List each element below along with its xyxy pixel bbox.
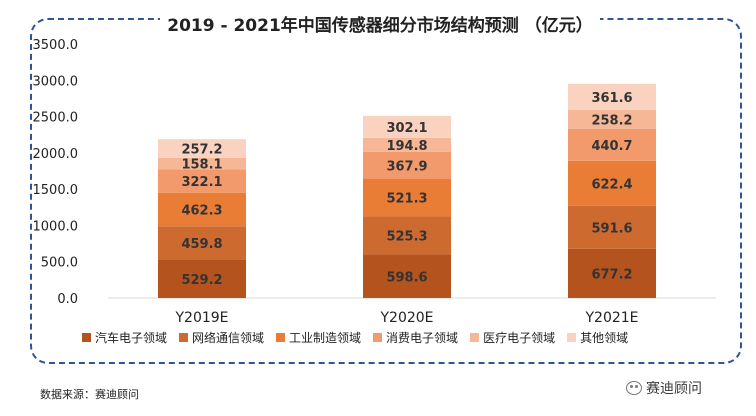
legend-swatch: [276, 332, 286, 342]
legend-item: 医疗电子领域: [470, 329, 555, 346]
data-label: 258.2: [591, 113, 632, 128]
legend-label: 医疗电子领域: [483, 330, 556, 345]
bar-segment: [158, 157, 246, 170]
source-note: 数据来源：赛迪顾问: [40, 388, 139, 401]
bar-segment: [363, 254, 451, 298]
legend-label: 汽车电子领域: [95, 330, 168, 345]
y-tick-label: 1500.0: [33, 183, 79, 198]
chart-title: 2019 - 2021年中国传感器细分市场结构预测 （亿元）: [160, 8, 600, 44]
bar-segment: [363, 151, 451, 179]
bar-segment: [568, 128, 656, 161]
bar-segment: [158, 192, 246, 227]
bar-segment: [158, 139, 246, 158]
data-label: 361.6: [591, 91, 632, 106]
legend-label: 其他领域: [580, 330, 629, 345]
data-label: 462.3: [181, 203, 222, 218]
legend-item: 其他领域: [567, 329, 628, 346]
legend-item: 汽车电子领域: [82, 329, 167, 346]
legend-swatch: [567, 332, 577, 342]
data-label: 367.9: [386, 159, 427, 174]
legend-swatch: [373, 332, 383, 342]
chart-legend: 汽车电子领域 网络通信领域 工业制造领域 消费电子领域 医疗电子领域 其他领域: [82, 326, 628, 348]
bar-segment: [568, 205, 656, 249]
x-tick-label: Y2021E: [584, 310, 638, 326]
data-label: 194.8: [386, 139, 427, 154]
data-label: 525.3: [386, 229, 427, 244]
data-label: 591.6: [591, 221, 632, 236]
data-label: 521.3: [386, 192, 427, 207]
data-label: 322.1: [181, 175, 222, 190]
legend-label: 工业制造领域: [289, 330, 362, 345]
brand-watermark: 赛迪顾问: [626, 378, 702, 398]
y-tick-label: 3000.0: [33, 74, 79, 89]
legend-item: 消费电子领域: [373, 329, 458, 346]
x-tick-label: Y2020E: [379, 310, 433, 326]
data-label: 529.2: [181, 273, 222, 288]
brand-label: 赛迪顾问: [646, 381, 702, 397]
legend-label: 消费电子领域: [386, 330, 459, 345]
y-tick-label: 1000.0: [33, 219, 79, 234]
y-tick-label: 3500.0: [33, 38, 79, 53]
legend-item: 工业制造领域: [276, 329, 361, 346]
data-label: 302.1: [386, 121, 427, 136]
data-label: 440.7: [591, 139, 632, 154]
legend-swatch: [82, 332, 91, 342]
data-label: 598.6: [386, 270, 427, 285]
y-tick-label: 0.0: [57, 292, 78, 307]
bar-segment: [363, 178, 451, 217]
bar-segment: [568, 248, 656, 298]
data-label: 459.8: [181, 237, 222, 252]
bar-segment: [158, 226, 246, 260]
y-tick-label: 2000.0: [33, 147, 79, 162]
legend-swatch: [179, 332, 189, 342]
y-tick-label: 500.0: [41, 256, 78, 271]
legend-label: 网络通信领域: [192, 330, 265, 345]
data-label: 158.1: [181, 158, 222, 173]
bar-segment: [363, 216, 451, 255]
legend-item: 网络通信领域: [179, 329, 264, 346]
bar-segment: [568, 110, 656, 129]
y-tick-label: 2500.0: [33, 111, 79, 126]
bar-segment: [363, 115, 451, 138]
bar-segment: [158, 169, 246, 193]
data-label: 257.2: [181, 142, 222, 157]
x-tick-label: Y2019E: [174, 310, 228, 326]
data-label: 622.4: [591, 177, 632, 192]
wechat-icon: [626, 381, 642, 395]
bar-segment: [363, 137, 451, 152]
bar-segment: [568, 83, 656, 111]
legend-swatch: [470, 332, 480, 342]
bar-segment: [568, 160, 656, 206]
data-label: 677.2: [591, 267, 632, 282]
bar-segment: [158, 259, 246, 298]
